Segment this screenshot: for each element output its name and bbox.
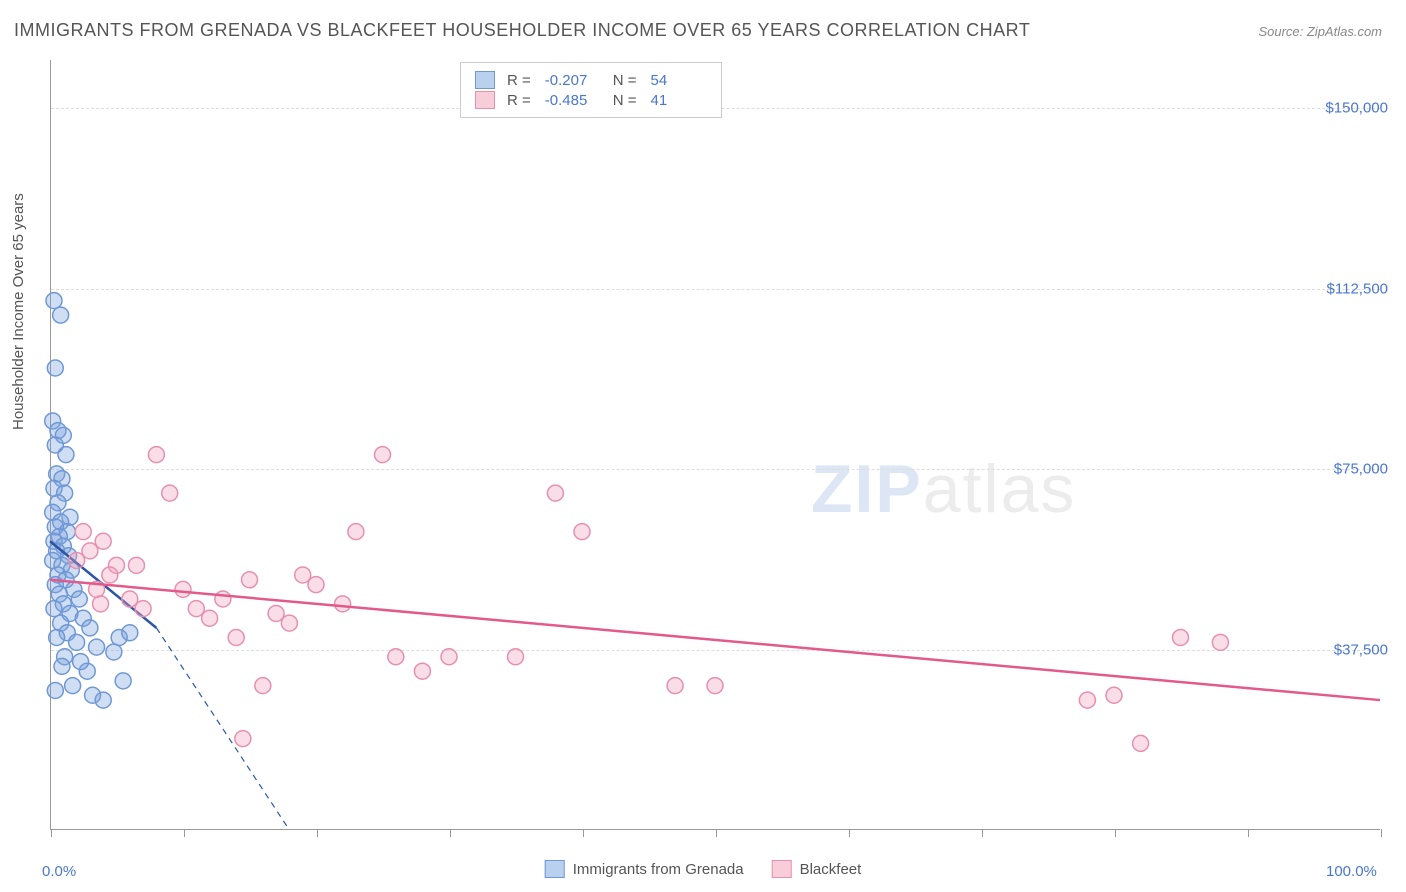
data-point [1173,630,1189,646]
data-point [441,649,457,665]
y-tick-label: $75,000 [1334,461,1388,478]
x-tick [1248,829,1249,837]
source-attribution: Source: ZipAtlas.com [1258,24,1382,39]
data-point [69,634,85,650]
data-point [707,678,723,694]
data-point [1212,634,1228,650]
n-label: N = [613,72,637,89]
data-point [89,639,105,655]
data-point [235,731,251,747]
data-point [667,678,683,694]
y-tick-label: $37,500 [1334,641,1388,658]
x-tick [1115,829,1116,837]
x-tick-label: 100.0% [1326,863,1377,880]
data-point [547,485,563,501]
data-point [49,630,65,646]
data-point [58,447,74,463]
y-axis-label: Householder Income Over 65 years [10,193,27,430]
data-point [122,625,138,641]
data-point [574,524,590,540]
data-point [47,360,63,376]
legend-swatch [545,860,565,878]
data-point [47,682,63,698]
x-tick [583,829,584,837]
legend-series-label: Blackfeet [800,861,862,878]
legend-stat-row: R = -0.485 N = 41 [475,91,707,109]
legend-swatch [475,91,495,109]
data-point [255,678,271,694]
data-point [215,591,231,607]
data-point [414,663,430,679]
data-point [82,620,98,636]
data-point [135,601,151,617]
chart-title: IMMIGRANTS FROM GRENADA VS BLACKFEET HOU… [14,20,1030,41]
x-tick [982,829,983,837]
data-point [508,649,524,665]
data-point [75,524,91,540]
x-tick [849,829,850,837]
x-tick-label: 0.0% [42,863,76,880]
r-label: R = [507,72,531,89]
data-point [102,567,118,583]
data-point [242,572,258,588]
data-point [73,654,89,670]
data-point [53,307,69,323]
data-point [348,524,364,540]
data-point [228,630,244,646]
r-value: -0.207 [545,72,601,89]
x-tick [51,829,52,837]
data-point [335,596,351,612]
legend-series: Immigrants from Grenada Blackfeet [545,860,862,878]
data-point [175,581,191,597]
legend-series-label: Immigrants from Grenada [573,861,744,878]
x-tick [317,829,318,837]
data-point [1133,735,1149,751]
data-point [1079,692,1095,708]
y-tick-label: $112,500 [1327,280,1388,297]
x-tick [184,829,185,837]
data-point [148,447,164,463]
data-point [54,658,70,674]
data-point [95,692,111,708]
data-point [375,447,391,463]
data-point [388,649,404,665]
x-tick [450,829,451,837]
data-point [115,673,131,689]
legend-stats: R = -0.207 N = 54 R = -0.485 N = 41 [460,62,722,118]
data-point [162,485,178,501]
data-point [65,678,81,694]
legend-series-item: Immigrants from Grenada [545,860,744,878]
r-value: -0.485 [545,92,601,109]
data-point [95,533,111,549]
trend-line-extension [156,628,289,830]
data-point [106,644,122,660]
legend-swatch [475,71,495,89]
x-tick [1381,829,1382,837]
r-label: R = [507,92,531,109]
data-point [308,577,324,593]
data-point [46,293,62,309]
data-point [281,615,297,631]
data-point [69,553,85,569]
n-label: N = [613,92,637,109]
legend-series-item: Blackfeet [772,860,862,878]
data-point [202,610,218,626]
data-point [93,596,109,612]
data-point [128,557,144,573]
x-tick [716,829,717,837]
legend-stat-row: R = -0.207 N = 54 [475,71,707,89]
n-value: 54 [651,72,707,89]
data-point [1106,687,1122,703]
n-value: 41 [651,92,707,109]
chart-svg [50,60,1380,830]
y-tick-label: $150,000 [1325,100,1388,117]
data-point [71,591,87,607]
legend-swatch [772,860,792,878]
data-point [46,601,62,617]
